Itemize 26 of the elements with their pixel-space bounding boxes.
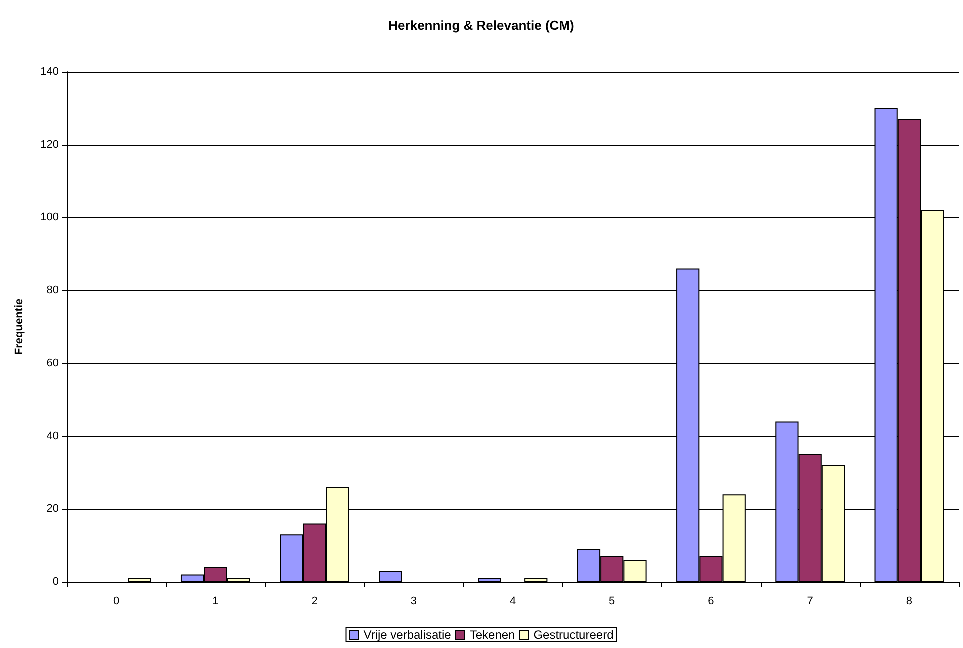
y-tick-label: 40 xyxy=(46,430,59,442)
bar xyxy=(478,578,502,582)
x-tick-label: 7 xyxy=(807,596,814,608)
x-tick-label: 5 xyxy=(609,596,616,608)
x-tick-label: 2 xyxy=(312,596,318,608)
legend-label: Vrije verbalisatie xyxy=(364,628,452,642)
x-tick-label: 3 xyxy=(410,596,417,608)
bar xyxy=(128,578,152,582)
y-tick-label: 80 xyxy=(46,284,59,297)
y-tick-label: 100 xyxy=(40,212,59,224)
y-axis-title: Frequentie xyxy=(14,298,26,356)
legend-label: Gestructureerd xyxy=(534,628,614,642)
chart-title: Herkenning & Relevantie (CM) xyxy=(388,18,574,33)
y-tick-label: 120 xyxy=(40,138,59,151)
x-tick-label: 8 xyxy=(906,596,913,608)
x-tick-label: 0 xyxy=(113,596,120,608)
x-tick-label: 4 xyxy=(510,596,516,608)
x-tick-label: 6 xyxy=(708,596,714,608)
y-tick-label: 20 xyxy=(46,503,59,516)
bar xyxy=(379,571,402,582)
bar xyxy=(524,578,548,582)
y-tick-label: 60 xyxy=(46,357,59,370)
y-tick-label: 140 xyxy=(40,66,59,78)
y-tick-label: 0 xyxy=(52,576,59,588)
legend-label: Tekenen xyxy=(470,628,516,642)
x-tick-label: 1 xyxy=(212,596,219,608)
